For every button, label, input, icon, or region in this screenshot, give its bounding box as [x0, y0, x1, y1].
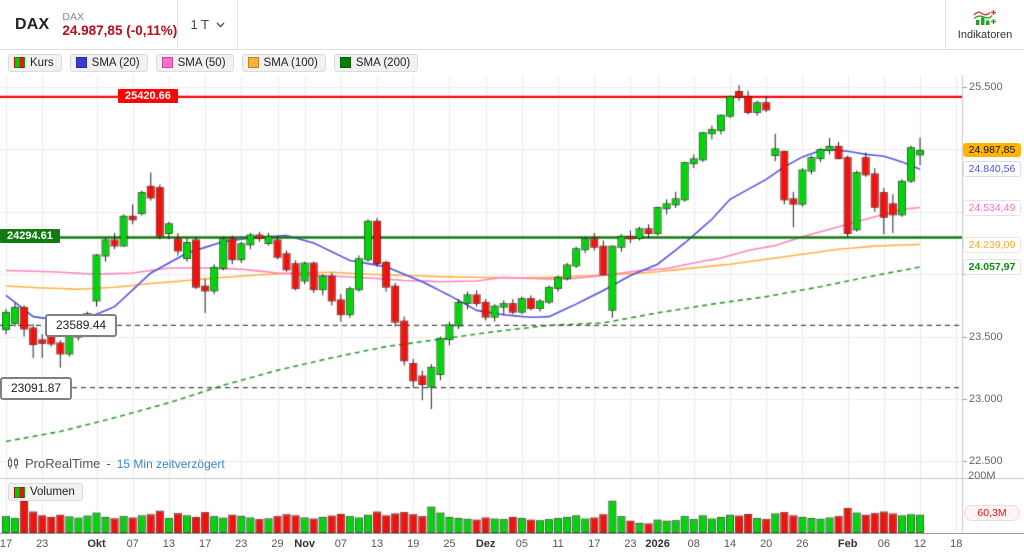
volume-legend: Volumen	[8, 483, 83, 501]
legend-chip-kurs[interactable]: Kurs	[8, 53, 62, 72]
date-tick-label: Nov	[294, 538, 316, 550]
legend-swatch-icon	[339, 57, 351, 68]
header-divider	[177, 0, 179, 49]
last-price-badge: 24.987,85	[963, 143, 1021, 157]
app-header: DAX DAX 24.987,85 (-0,11%) 1 T	[0, 0, 1024, 50]
timeframe-label: 1 T	[190, 17, 210, 32]
price-tick-label: 23.000	[969, 393, 1003, 405]
date-axis	[0, 533, 1024, 556]
instrument-header: DAX DAX 24.987,85 (-0,11%)	[0, 0, 177, 49]
date-tick-label: 08	[687, 538, 700, 550]
date-tick-label: 05	[515, 538, 528, 550]
symbol-label: DAX	[15, 15, 50, 33]
date-tick-label: 23	[624, 538, 637, 550]
legend-chip-label: SMA (100)	[263, 56, 318, 69]
legend-chip-sma-200[interactable]: SMA (200)	[333, 53, 419, 72]
date-tick-label: 17	[0, 538, 13, 550]
price-tick-label: 25.500	[969, 81, 1003, 93]
price-tick-label: 23.500	[969, 330, 1003, 343]
attribution-sep: -	[106, 456, 111, 471]
date-tick-label: 18	[950, 538, 963, 550]
sma50-value-badge: 24.534,49	[963, 200, 1021, 216]
date-tick-label: 12	[913, 538, 927, 550]
instrument-name: DAX	[62, 10, 84, 23]
date-tick-label: 13	[370, 538, 384, 550]
legend-chip-sma-100[interactable]: SMA (100)	[241, 53, 326, 72]
date-tick-label: 23	[36, 538, 49, 550]
candlestick-icon	[8, 457, 18, 469]
price-chart-canvas[interactable]	[0, 75, 1024, 533]
volume-chip-label: Volumen	[30, 486, 75, 498]
legend-chip-sma-50[interactable]: SMA (50)	[155, 53, 234, 72]
sma100-value-badge: 24.239,09	[963, 237, 1021, 253]
indicators-icon	[973, 9, 996, 25]
date-tick-label: 06	[877, 538, 890, 550]
date-tick-label: 17	[588, 538, 601, 550]
date-tick-label: 2026	[645, 538, 670, 550]
date-tick-label: 23	[235, 538, 248, 550]
date-tick-label: 07	[334, 538, 347, 550]
quote-block: DAX 24.987,85 (-0,11%)	[62, 11, 177, 39]
header-divider	[237, 0, 239, 49]
legend-swatch-icon	[75, 57, 87, 68]
legend-swatch-icon	[161, 57, 173, 68]
date-tick-label: 29	[271, 538, 284, 550]
volume-axis-max: 200M	[968, 470, 996, 482]
chevron-down-icon	[216, 21, 225, 28]
volume-chip[interactable]: Volumen	[8, 483, 83, 501]
legend-chip-label: SMA (20)	[91, 56, 140, 69]
date-tick-label: Feb	[837, 538, 858, 550]
legend-chip-label: SMA (50)	[177, 56, 226, 69]
indicators-button[interactable]: Indikatoren	[945, 0, 1024, 49]
header-spacer	[238, 0, 945, 49]
date-tick-label: 17	[198, 538, 212, 550]
date-tick-label: 25	[443, 538, 456, 550]
swing-low-label[interactable]: 23091.87	[0, 377, 73, 400]
date-tick-label: Dez	[475, 538, 496, 550]
price-legend: Kurs SMA (20) SMA (50) SMA (100) SMA (200)	[0, 50, 419, 75]
date-tick-label: 13	[162, 538, 176, 550]
date-tick-label: 07	[126, 538, 139, 550]
legend-swatch-icon	[14, 57, 25, 68]
resistance-line-label[interactable]: 25420.66	[118, 89, 178, 103]
date-tick-label: Okt	[87, 538, 106, 550]
support-line-label[interactable]: 24294.61	[0, 229, 60, 243]
legend-chip-sma-20[interactable]: SMA (20)	[69, 53, 148, 72]
attribution-brand: ProRealTime	[25, 456, 101, 471]
date-tick-label: 26	[796, 538, 809, 550]
price-tick-label: 22.500	[969, 455, 1003, 468]
date-tick-label: 14	[723, 538, 737, 550]
legend-chip-label: SMA (200)	[355, 56, 411, 69]
sma20-value-badge: 24.840,56	[963, 161, 1021, 177]
swing-high-label[interactable]: 23589.44	[45, 314, 118, 337]
date-tick-label: 20	[760, 538, 773, 550]
delay-link[interactable]: 15 Min zeitverzögert	[116, 456, 225, 471]
timeframe-button[interactable]: 1 T	[178, 0, 237, 49]
attribution: ProRealTime - 15 Min zeitverzögert	[8, 456, 225, 471]
legend-chip-label: Kurs	[30, 56, 54, 69]
price-quote: 24.987,85 (-0,11%)	[62, 22, 178, 38]
indicators-label: Indikatoren	[957, 28, 1013, 41]
date-tick-label: 19	[407, 538, 420, 550]
volume-last-badge: 60,3M	[964, 505, 1020, 521]
sma200-value-badge: 24.057,97	[963, 259, 1021, 275]
volume-swatch-icon	[14, 486, 25, 498]
legend-swatch-icon	[247, 57, 259, 68]
date-tick-label: 11	[552, 538, 564, 550]
